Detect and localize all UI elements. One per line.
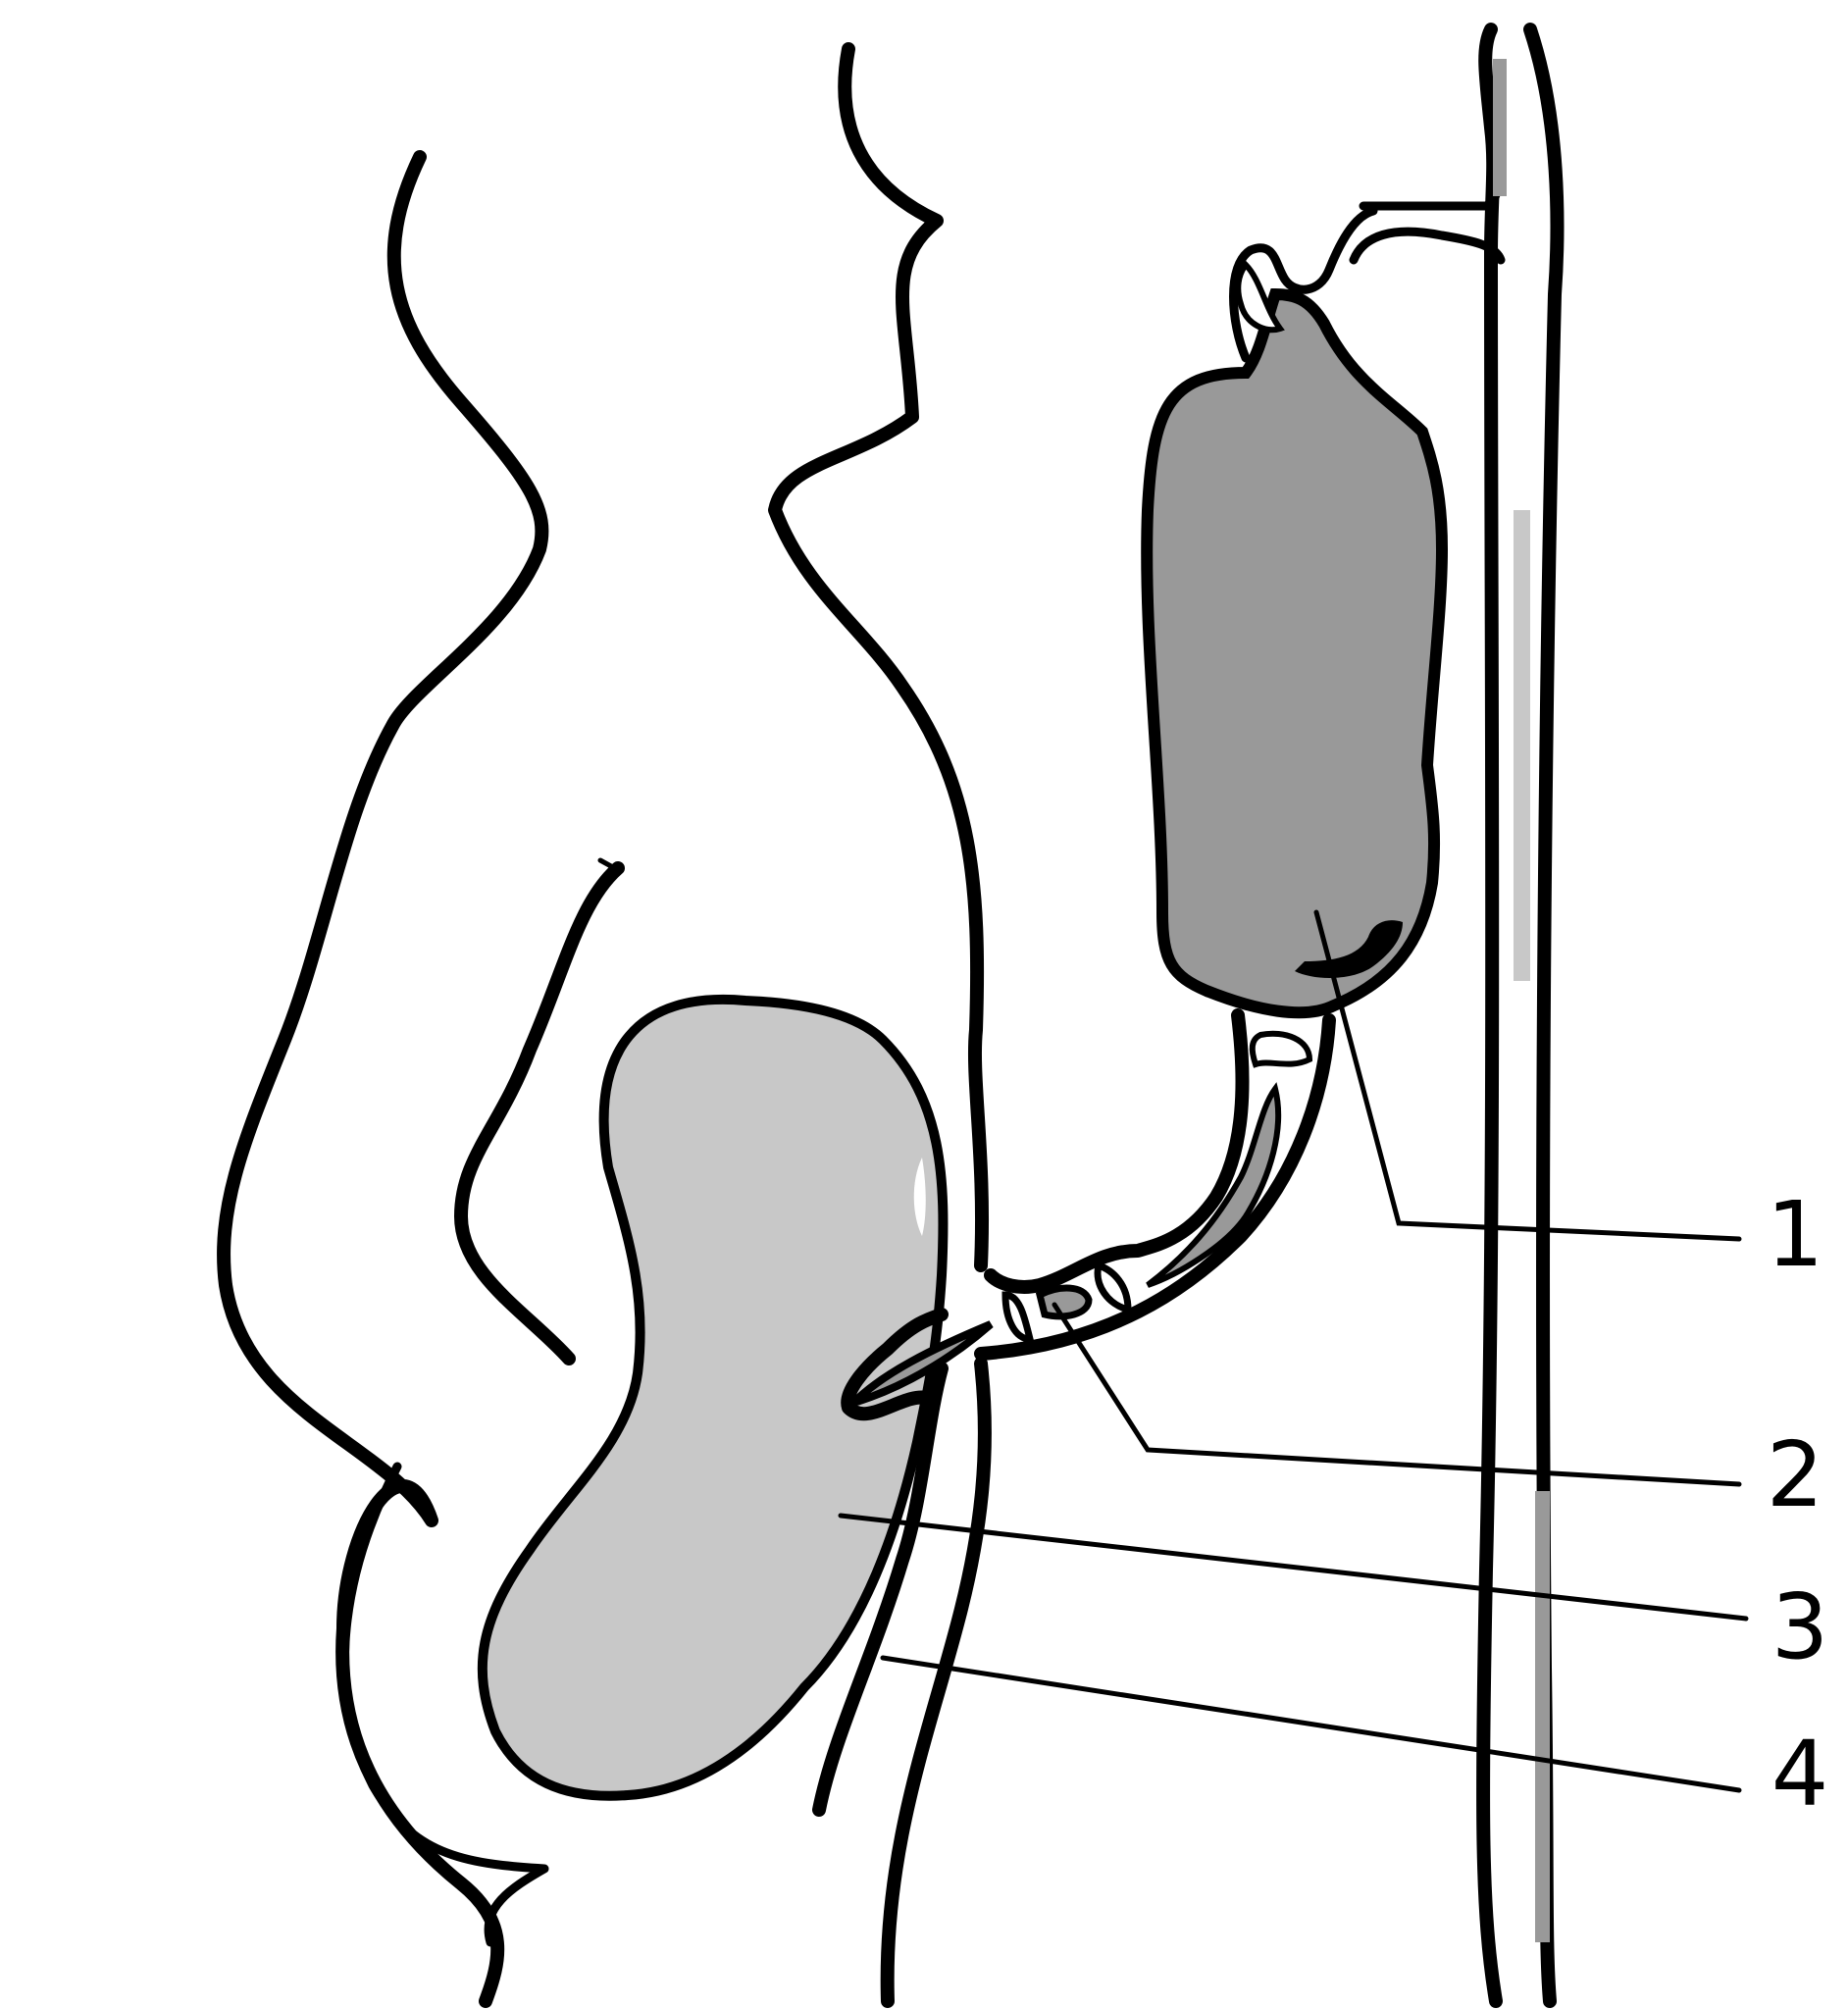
light-organ (477, 994, 949, 1801)
duct-inner (974, 1013, 1336, 1361)
right-tube-left (1476, 23, 1503, 2008)
right-tube-upper-shading (1493, 59, 1507, 196)
duct-inner-channel (1146, 1082, 1282, 1288)
label-1: 1 (1767, 1182, 1824, 1287)
leader-line-2 (1052, 1302, 1742, 1487)
duct-top-highlight (1249, 1030, 1313, 1068)
dark-organ-top-connector-2 (1349, 227, 1506, 265)
junction-left-lip (850, 1320, 994, 1407)
label-4: 4 (1771, 1722, 1829, 1827)
dark-organ-loop-highlight (1235, 260, 1285, 334)
inner-s-contour-tip (597, 857, 623, 874)
junction-white-lobe-1 (1001, 1291, 1035, 1343)
light-organ-highlight (913, 1158, 926, 1236)
upper-middle-contour (768, 42, 990, 1272)
leader-line-3 (838, 1513, 1749, 1622)
junction-lower-contour (841, 1308, 949, 1421)
junction-gray-lobe (1035, 1284, 1093, 1320)
lower-tube-right (880, 1357, 992, 2008)
dark-organ-top-connector (1359, 172, 1503, 211)
lower-tube-left (812, 1362, 949, 1817)
dark-organ-inner-curl (1295, 920, 1403, 978)
right-tube-lower-shading (1535, 1491, 1550, 1942)
leader-line-1 (1313, 909, 1742, 1242)
right-tube-mid-shading (1514, 510, 1530, 981)
dark-organ (1141, 287, 1449, 1019)
label-2: 2 (1767, 1422, 1824, 1527)
junction-white-lobe-2 (1094, 1261, 1132, 1314)
label-3: 3 (1771, 1574, 1829, 1679)
inner-s-contour (454, 861, 625, 1365)
dark-organ-upper-loop (1229, 206, 1378, 363)
left-body-contour-lower (339, 1462, 549, 1947)
leader-line-4 (880, 1655, 1742, 1793)
duct-outer (984, 1008, 1250, 1294)
